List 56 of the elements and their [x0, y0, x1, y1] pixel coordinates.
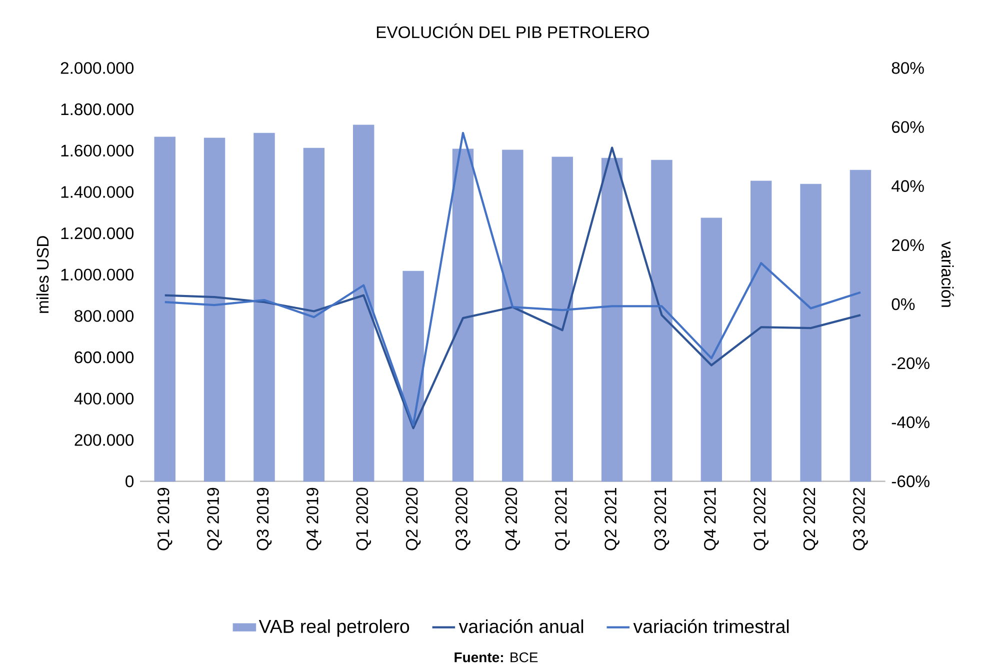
x-tick-label: Q1 2019	[157, 488, 172, 550]
x-tick-label: Q1 2022	[754, 488, 769, 550]
bar	[254, 132, 275, 482]
y2-tick-label: -40%	[892, 416, 930, 428]
bar	[850, 170, 872, 482]
bar	[552, 156, 573, 482]
chart-title: EVOLUCIÓN DEL PIB PETROLERO	[376, 23, 649, 38]
y2-tick-label: 60%	[892, 120, 924, 133]
bar	[452, 148, 474, 482]
bar	[700, 218, 722, 482]
y2-tick-label: -60%	[892, 475, 930, 488]
y-tick-label: 400.000	[74, 392, 134, 404]
y-axis-title: miles USD	[36, 236, 49, 313]
y2-tick-label: -20%	[892, 357, 930, 369]
y-tick-label: 1.600.000	[61, 144, 134, 156]
bar	[353, 124, 374, 482]
x-tick-label: Q2 2019	[207, 488, 222, 550]
y-tick-label: 1.400.000	[61, 186, 134, 198]
legend-label: VAB real petrolero	[258, 619, 410, 637]
x-tick-label: Q1 2021	[554, 488, 570, 550]
bar	[601, 158, 623, 482]
y2-tick-label: 80%	[892, 62, 924, 74]
y-tick-label: 600.000	[74, 351, 134, 364]
bar	[502, 150, 524, 482]
bar	[750, 180, 772, 482]
legend-label: variación anual	[458, 619, 584, 633]
y2-axis-title: variación	[941, 241, 954, 307]
x-tick-label: Q2 2021	[604, 488, 620, 550]
legend-label: variación trimestral	[633, 619, 789, 633]
y-tick-label: 1.200.000	[61, 227, 134, 240]
bar	[800, 184, 822, 482]
x-tick-label: Q2 2022	[803, 488, 818, 550]
bar	[154, 136, 176, 482]
bar	[402, 270, 424, 482]
y-tick-label: 0	[126, 475, 134, 488]
x-tick-label: Q3 2022	[853, 488, 868, 550]
x-tick-label: Q3 2021	[654, 488, 670, 550]
y-tick-label: 1.800.000	[61, 103, 134, 116]
y2-tick-label: 20%	[892, 239, 924, 251]
y-tick-label: 200.000	[74, 434, 134, 446]
x-tick-label: Q4 2021	[704, 488, 719, 550]
y-tick-label: 1.000.000	[61, 268, 134, 280]
bar	[204, 138, 226, 482]
text: Fuente: BCE	[454, 652, 538, 662]
y2-tick-label: 0%	[892, 298, 915, 310]
x-tick-label: Q1 2020	[356, 488, 372, 550]
x-tick-label: Q4 2020	[505, 488, 520, 550]
x-tick-label: Q3 2019	[256, 488, 272, 550]
x-tick-label: Q4 2019	[306, 488, 322, 550]
y-tick-label: 2.000.000	[60, 62, 134, 74]
x-tick-label: Q3 2020	[456, 488, 470, 550]
bar	[651, 160, 672, 482]
x-tick-label: Q2 2020	[406, 488, 421, 550]
bar	[303, 148, 325, 482]
y2-tick-label: 40%	[892, 180, 924, 192]
y-tick-label: 800.000	[74, 310, 134, 322]
